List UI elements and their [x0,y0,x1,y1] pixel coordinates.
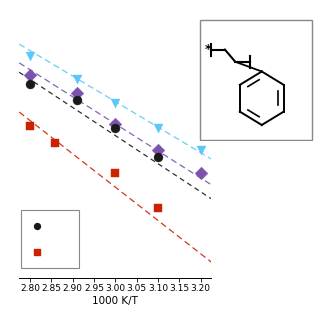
Point [113,121,118,126]
Point [27,81,32,86]
Point [155,154,160,159]
Point [198,171,203,176]
Point [198,147,203,152]
Point [74,98,79,103]
Point [113,100,118,105]
Text: *: * [204,43,211,56]
Point [155,125,160,130]
Point [27,72,32,77]
Point [155,205,160,211]
Point [27,124,32,129]
Point [155,147,160,152]
Point [74,91,79,96]
Point [27,53,32,58]
Point [113,126,118,131]
FancyBboxPatch shape [200,20,312,140]
Point [74,77,79,82]
Bar [21,210,79,268]
Point [113,171,118,176]
X-axis label: 1000 K/T: 1000 K/T [92,296,138,306]
Point [53,140,58,145]
